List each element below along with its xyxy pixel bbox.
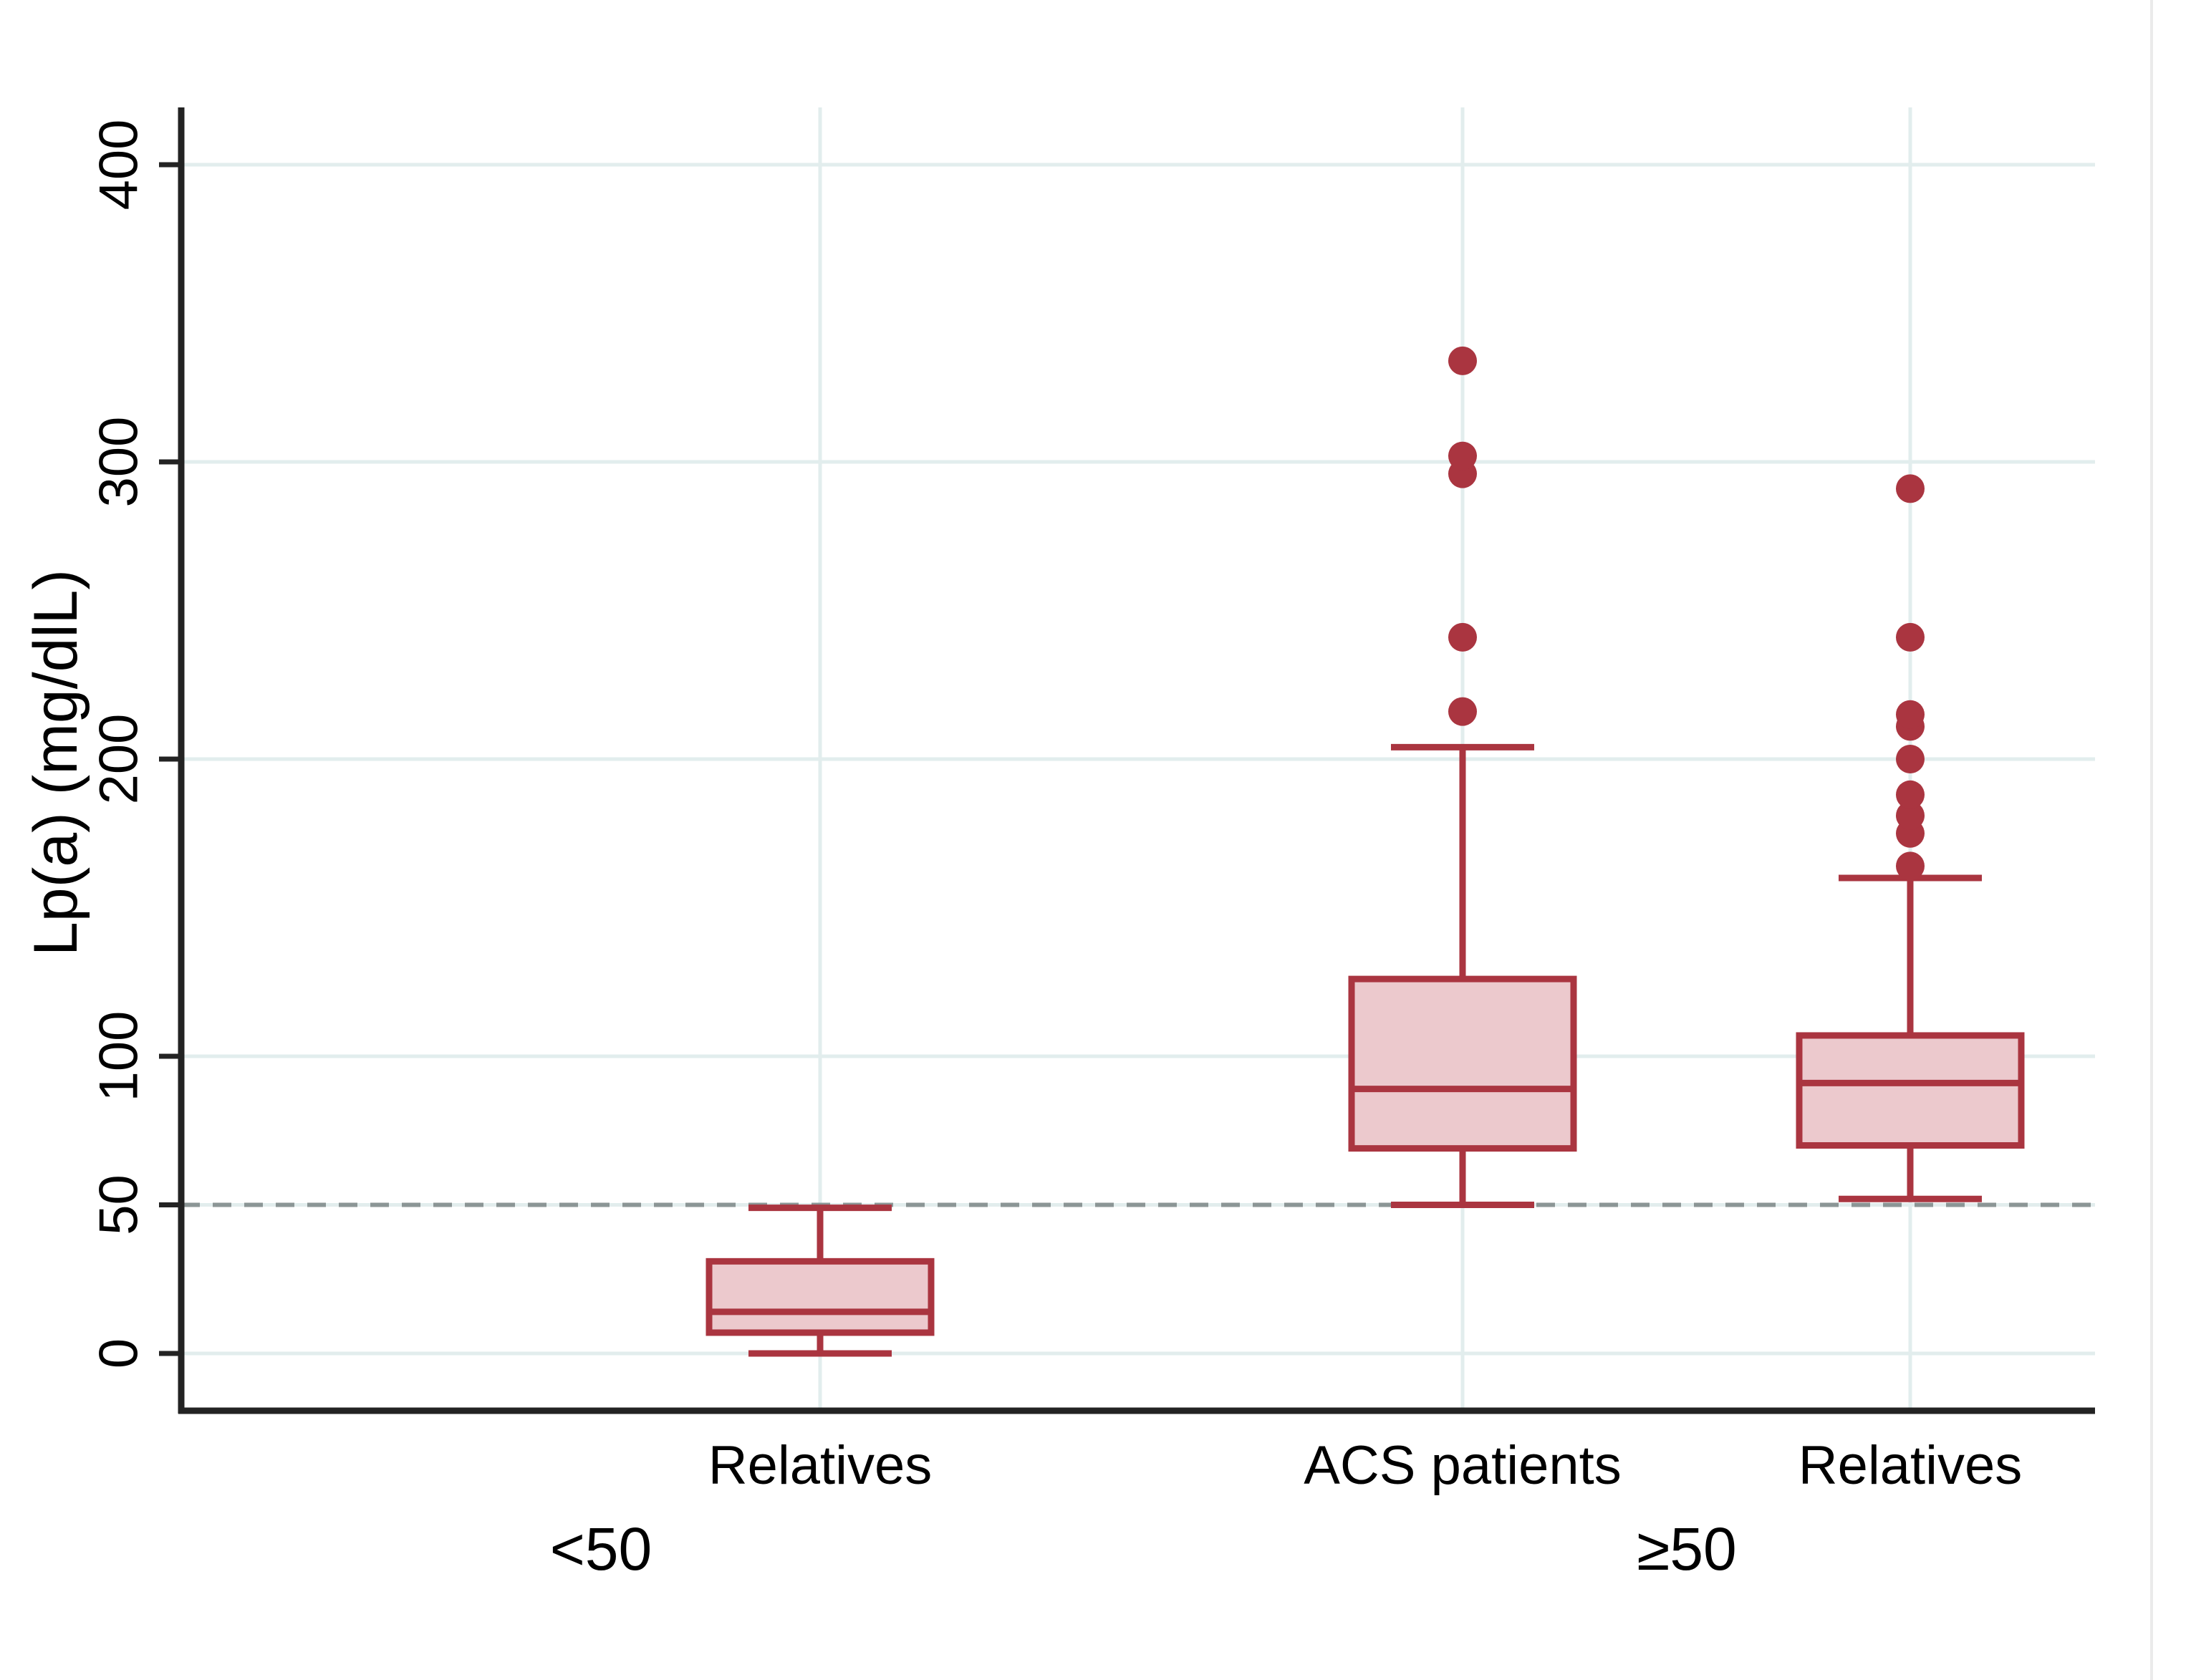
outlier-dot: [1896, 700, 1925, 729]
outlier-dot: [1896, 474, 1925, 503]
y-tick-label: 50: [89, 1174, 150, 1235]
box-rect: [1796, 1032, 2025, 1149]
group-label: ≥50: [1637, 1515, 1737, 1583]
y-tick-label: 300: [89, 417, 150, 508]
category-label: ACS patients: [1304, 1435, 1622, 1496]
category-label: Relatives: [1798, 1435, 2023, 1496]
category-label: Relatives: [708, 1435, 933, 1496]
box-rect: [1348, 975, 1577, 1152]
y-axis-title: Lp(a) (mg/dlL): [21, 569, 90, 956]
outlier-dot: [1448, 441, 1477, 470]
outlier-dot: [1448, 697, 1477, 726]
y-tick-label: 200: [89, 714, 150, 805]
y-tick-label: 0: [89, 1338, 150, 1368]
outlier-dot: [1896, 851, 1925, 881]
group-label: <50: [550, 1515, 653, 1583]
box-rect: [706, 1257, 935, 1336]
outlier-dot: [1448, 622, 1477, 652]
outlier-dot: [1448, 346, 1477, 375]
y-tick-label: 400: [89, 120, 150, 211]
outlier-dot: [1896, 801, 1925, 830]
y-tick-label: 100: [89, 1011, 150, 1102]
outlier-dot: [1896, 745, 1925, 773]
outlier-dot: [1896, 622, 1925, 652]
outlier-dot: [1896, 780, 1925, 809]
